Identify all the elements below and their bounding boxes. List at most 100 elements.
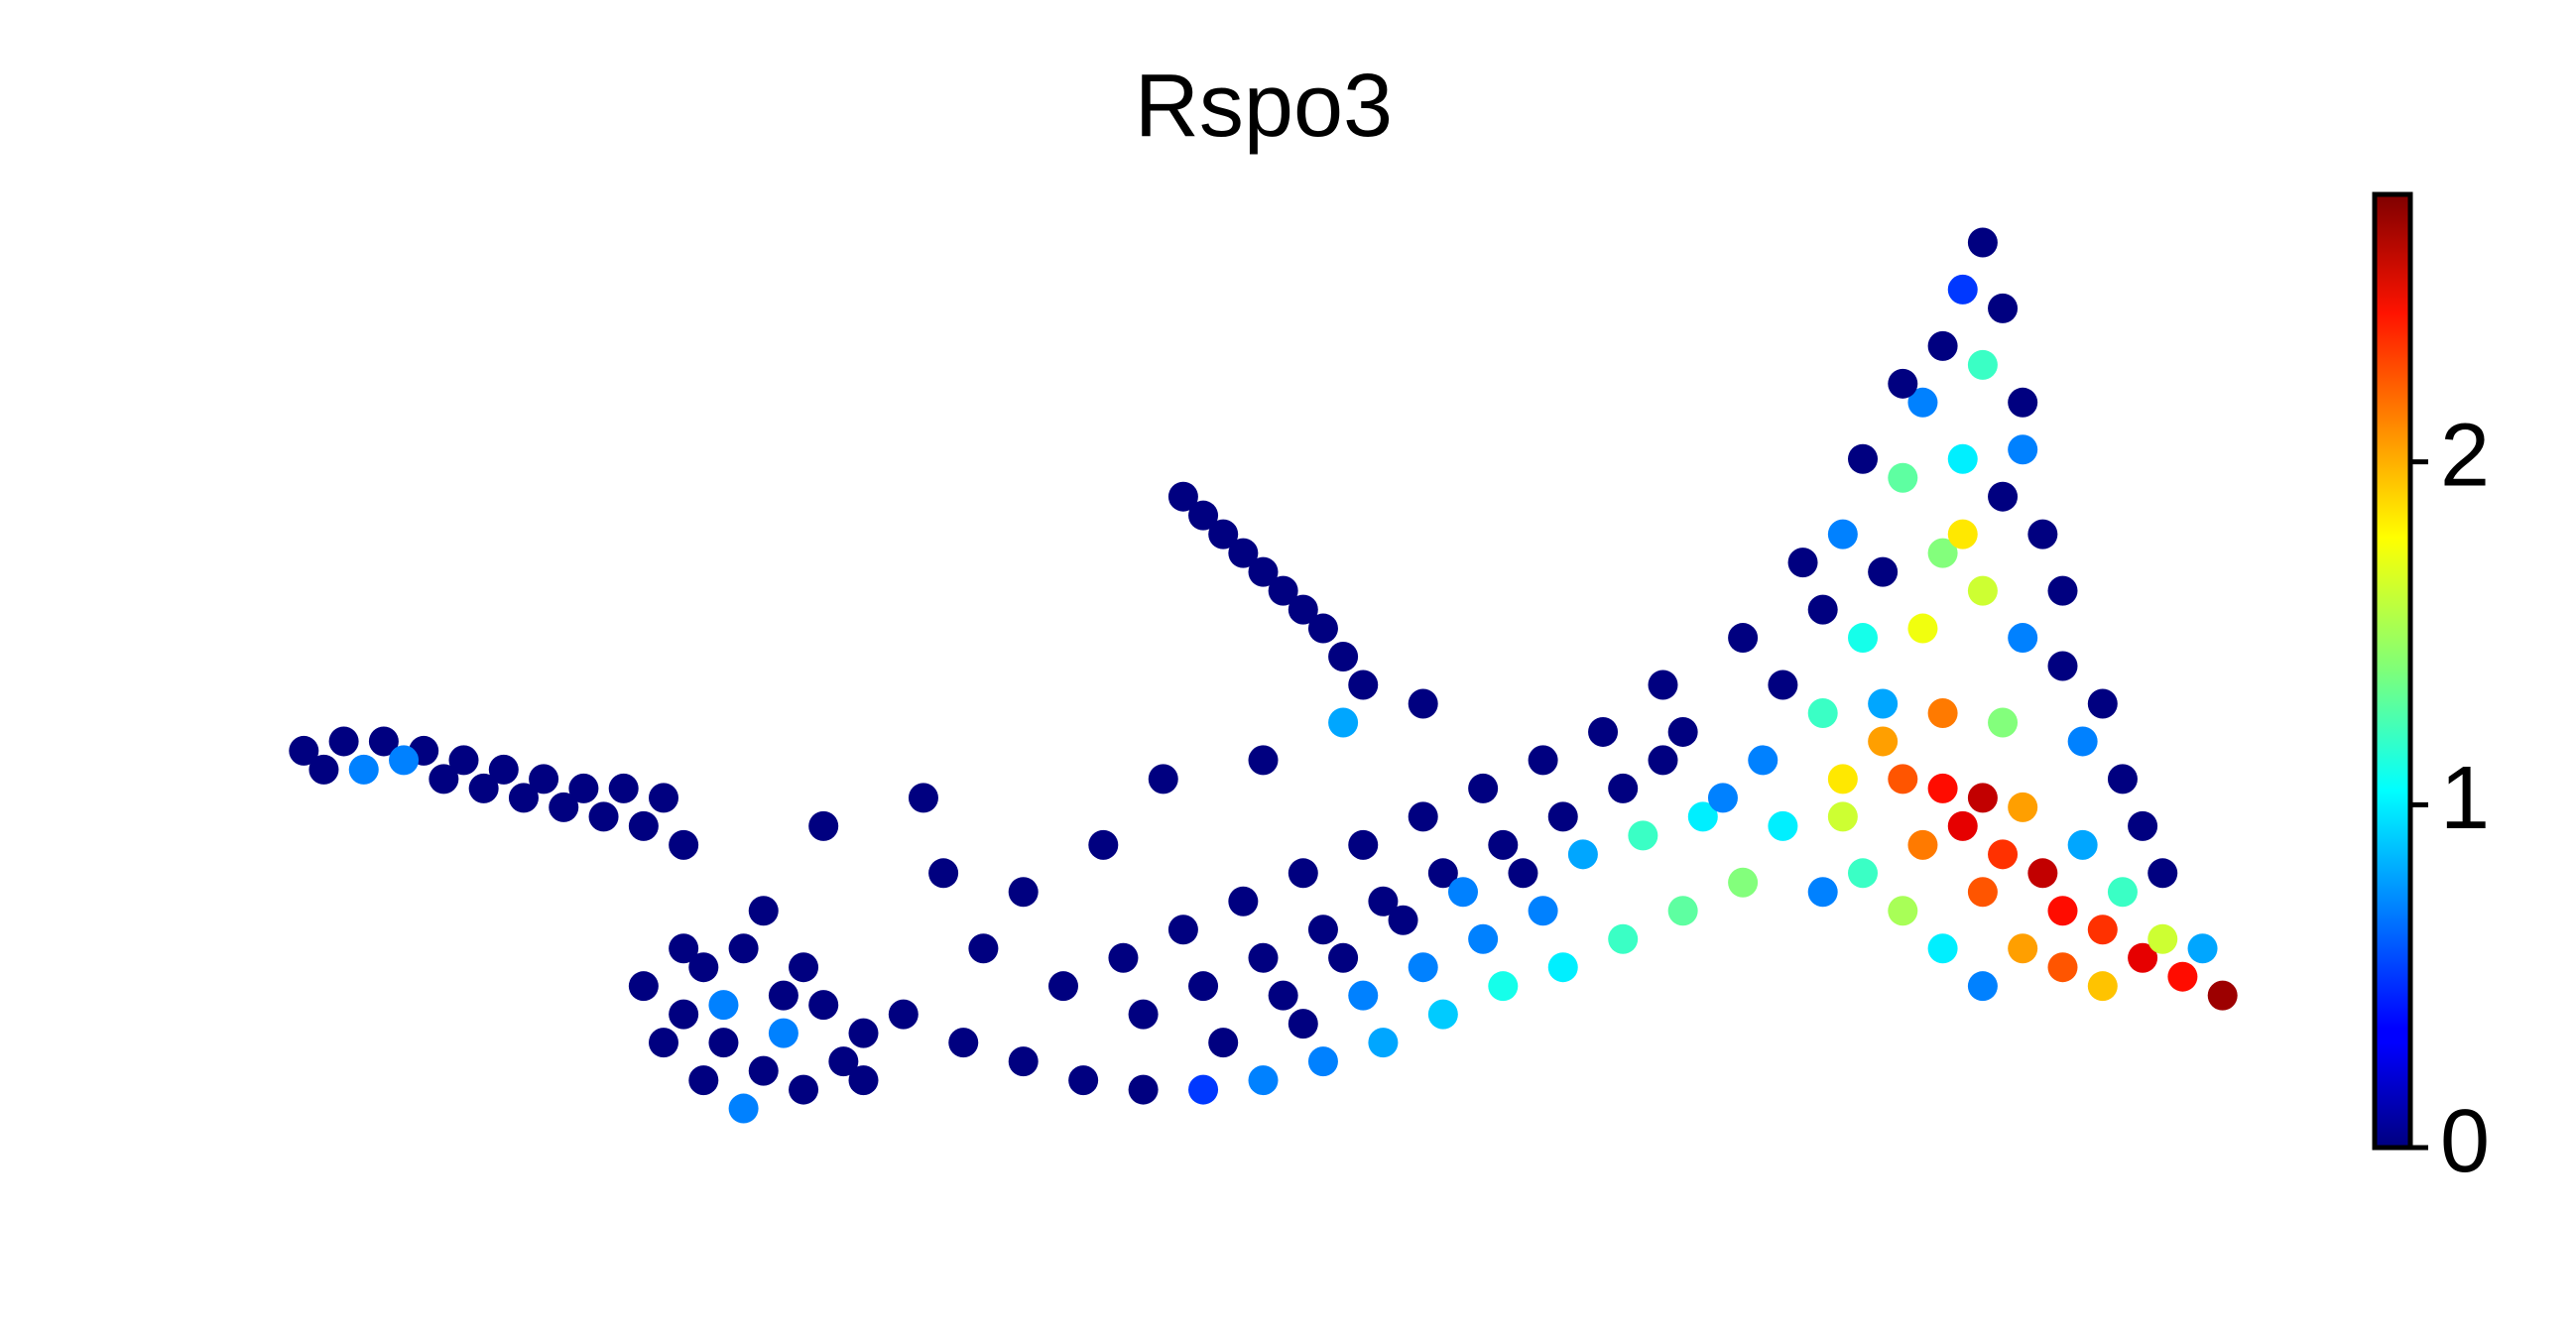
point: [1468, 773, 1499, 803]
point: [1907, 613, 1938, 644]
point: [1368, 1028, 1399, 1058]
colorbar-ticks: 0 1 2: [2410, 406, 2490, 1191]
point: [1547, 801, 1578, 832]
point: [468, 773, 499, 803]
point: [1008, 877, 1039, 908]
point: [1228, 538, 1259, 568]
point: [768, 1018, 798, 1048]
point: [1768, 670, 1798, 700]
point: [1888, 462, 1918, 493]
point: [1588, 716, 1619, 747]
point: [948, 1028, 979, 1058]
point: [1528, 745, 1558, 776]
point: [1328, 942, 1359, 973]
point: [1947, 810, 1978, 841]
point: [1088, 829, 1119, 860]
point: [2008, 792, 2038, 822]
point: [708, 1028, 739, 1058]
point: [1427, 999, 1458, 1030]
point: [2027, 519, 2058, 549]
point: [568, 773, 599, 803]
point: [2008, 933, 2038, 964]
point: [848, 1018, 879, 1048]
point: [1888, 764, 1918, 794]
point: [628, 810, 659, 841]
point: [808, 990, 839, 1021]
point: [2067, 726, 2098, 757]
point: [2147, 858, 2178, 889]
point: [1927, 538, 1958, 568]
point: [1248, 745, 1279, 776]
colorbar-tick-label: 1: [2440, 749, 2490, 848]
point: [588, 801, 619, 832]
point: [1128, 1074, 1159, 1105]
point: [1528, 896, 1558, 926]
point: [1408, 688, 1438, 719]
point: [1348, 670, 1379, 700]
point: [1988, 839, 2019, 870]
point: [1827, 801, 1858, 832]
point: [2107, 877, 2138, 908]
point: [1288, 594, 1318, 625]
point: [688, 1065, 719, 1096]
point: [1848, 623, 1878, 654]
point: [1448, 877, 1478, 908]
point: [1728, 867, 1759, 898]
point: [1307, 1046, 1338, 1077]
point: [768, 980, 798, 1011]
point: [1827, 519, 1858, 549]
point: [1228, 886, 1259, 916]
point: [1408, 952, 1438, 983]
point: [549, 792, 579, 822]
point: [1068, 1065, 1099, 1096]
point: [1888, 368, 1918, 399]
point: [1907, 829, 1938, 860]
point: [808, 810, 839, 841]
point: [2008, 434, 2038, 465]
point: [1128, 999, 1159, 1030]
point: [289, 735, 319, 766]
point: [1927, 773, 1958, 803]
point: [1947, 274, 1978, 305]
point: [2047, 575, 2078, 606]
point: [2128, 942, 2158, 973]
point: [1967, 971, 1998, 1002]
point: [1248, 942, 1279, 973]
point: [1807, 877, 1838, 908]
point: [2167, 961, 2198, 992]
point: [1307, 915, 1338, 945]
point: [1567, 839, 1598, 870]
point: [1868, 726, 1899, 757]
point: [1368, 886, 1399, 916]
point: [1728, 623, 1759, 654]
point: [888, 999, 919, 1030]
point: [2128, 810, 2158, 841]
point: [828, 1046, 859, 1077]
point: [1947, 443, 1978, 474]
point: [1807, 697, 1838, 728]
point: [1927, 330, 1958, 361]
point: [1348, 980, 1379, 1011]
point: [368, 726, 399, 757]
point: [1188, 971, 1219, 1002]
point: [1888, 896, 1918, 926]
point: [848, 1065, 879, 1096]
point: [1947, 519, 1978, 549]
point: [748, 1055, 779, 1086]
point: [2067, 829, 2098, 860]
point: [1328, 707, 1359, 738]
point: [488, 754, 519, 785]
point: [1988, 481, 2019, 512]
point: [1348, 829, 1379, 860]
point: [508, 783, 539, 813]
point: [1628, 820, 1658, 851]
point: [728, 1093, 759, 1124]
point: [2147, 923, 2178, 954]
point: [1848, 858, 1878, 889]
point: [1328, 642, 1359, 672]
colorbar-tick-label: 2: [2440, 406, 2490, 505]
point: [1488, 829, 1519, 860]
point: [1967, 227, 1998, 258]
point: [1667, 716, 1698, 747]
point: [1648, 745, 1678, 776]
